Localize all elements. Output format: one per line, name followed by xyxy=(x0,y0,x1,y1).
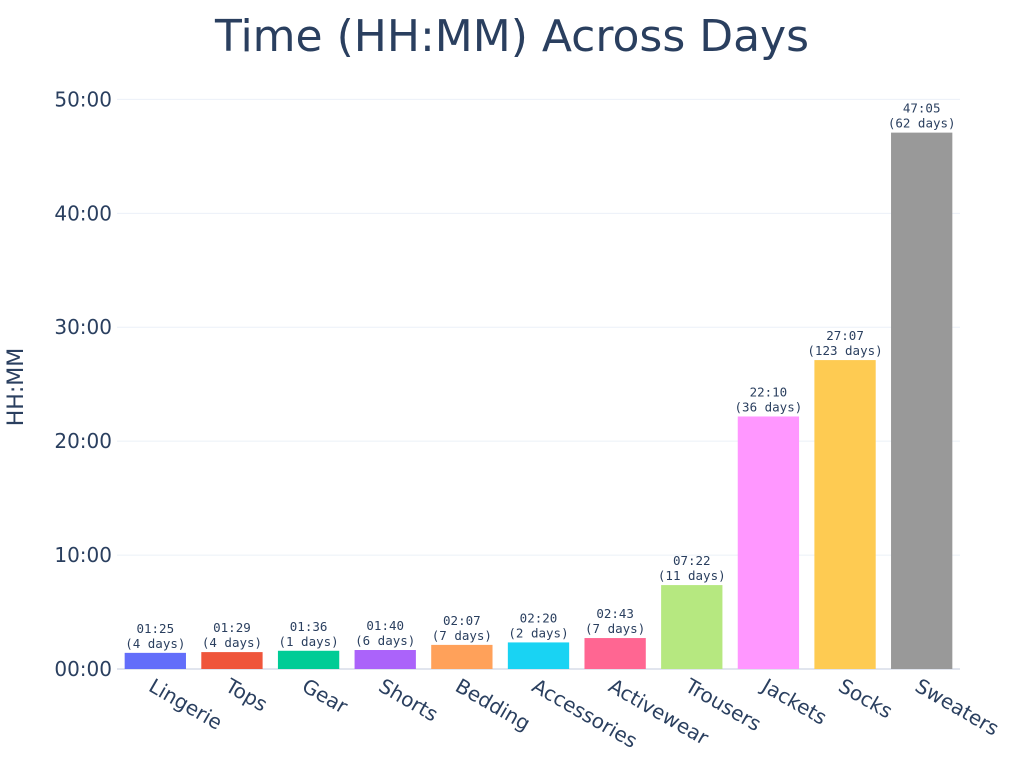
data-label-days: (62 days) xyxy=(888,116,956,131)
bar-trousers xyxy=(661,585,723,669)
y-tick-label: 20:00 xyxy=(54,429,112,453)
data-label-time: 02:20 xyxy=(520,610,558,625)
y-tick-label: 40:00 xyxy=(54,201,112,225)
x-tick-label: Tops xyxy=(221,673,272,716)
data-label-time: 07:22 xyxy=(673,553,711,568)
data-label-time: 27:07 xyxy=(826,328,864,343)
bars xyxy=(124,132,953,670)
data-label-days: (123 days) xyxy=(807,343,882,358)
data-label-days: (7 days) xyxy=(432,628,492,643)
x-tick-label: Lingerie xyxy=(145,674,227,735)
x-tick-label: Bedding xyxy=(451,674,534,736)
data-label-days: (4 days) xyxy=(202,635,262,650)
x-tick-label: Sweaters xyxy=(911,674,1003,741)
x-tick-label: Shorts xyxy=(375,674,443,727)
data-label-time: 01:36 xyxy=(290,619,328,634)
y-tick-label: 10:00 xyxy=(54,543,112,567)
x-tick-label: Gear xyxy=(298,674,352,719)
data-label-time: 01:40 xyxy=(366,618,404,633)
bar-activewear xyxy=(584,638,646,669)
y-tick-label: 30:00 xyxy=(54,315,112,339)
bar-jackets xyxy=(737,416,800,669)
bar-gear xyxy=(277,650,340,669)
chart-title: Time (HH:MM) Across Days xyxy=(214,11,809,62)
data-label-time: 01:25 xyxy=(136,621,174,636)
data-label-time: 02:43 xyxy=(596,606,634,621)
data-label-days: (6 days) xyxy=(355,633,415,648)
data-label-days: (2 days) xyxy=(508,625,568,640)
bar-lingerie xyxy=(124,652,186,669)
data-label-time: 02:07 xyxy=(443,613,481,628)
data-label-days: (4 days) xyxy=(125,636,185,651)
bar-tops xyxy=(201,652,263,669)
bar-socks xyxy=(814,360,876,669)
data-label-time: 01:29 xyxy=(213,620,251,635)
data-label-time: 47:05 xyxy=(903,101,941,116)
x-tick-label: Jackets xyxy=(756,673,831,730)
bar-accessories xyxy=(507,642,570,669)
data-label-time: 22:10 xyxy=(750,384,788,399)
bar-bedding xyxy=(431,644,493,669)
data-label-days: (7 days) xyxy=(585,621,645,636)
data-labels: 01:25(4 days)01:29(4 days)01:36(1 days)0… xyxy=(125,101,955,651)
y-tick-label: 00:00 xyxy=(54,657,112,681)
bar-sweaters xyxy=(891,132,953,670)
y-tick-label: 50:00 xyxy=(54,87,112,111)
data-label-days: (1 days) xyxy=(278,634,338,649)
x-tick-label: Socks xyxy=(835,674,897,724)
bar-shorts xyxy=(354,650,416,669)
data-label-days: (36 days) xyxy=(735,399,803,414)
y-axis-label: HH:MM xyxy=(4,348,29,426)
data-label-days: (11 days) xyxy=(658,568,726,583)
y-axis-ticks: 00:00 10:00 20:00 30:00 40:00 50:00 xyxy=(54,87,112,681)
